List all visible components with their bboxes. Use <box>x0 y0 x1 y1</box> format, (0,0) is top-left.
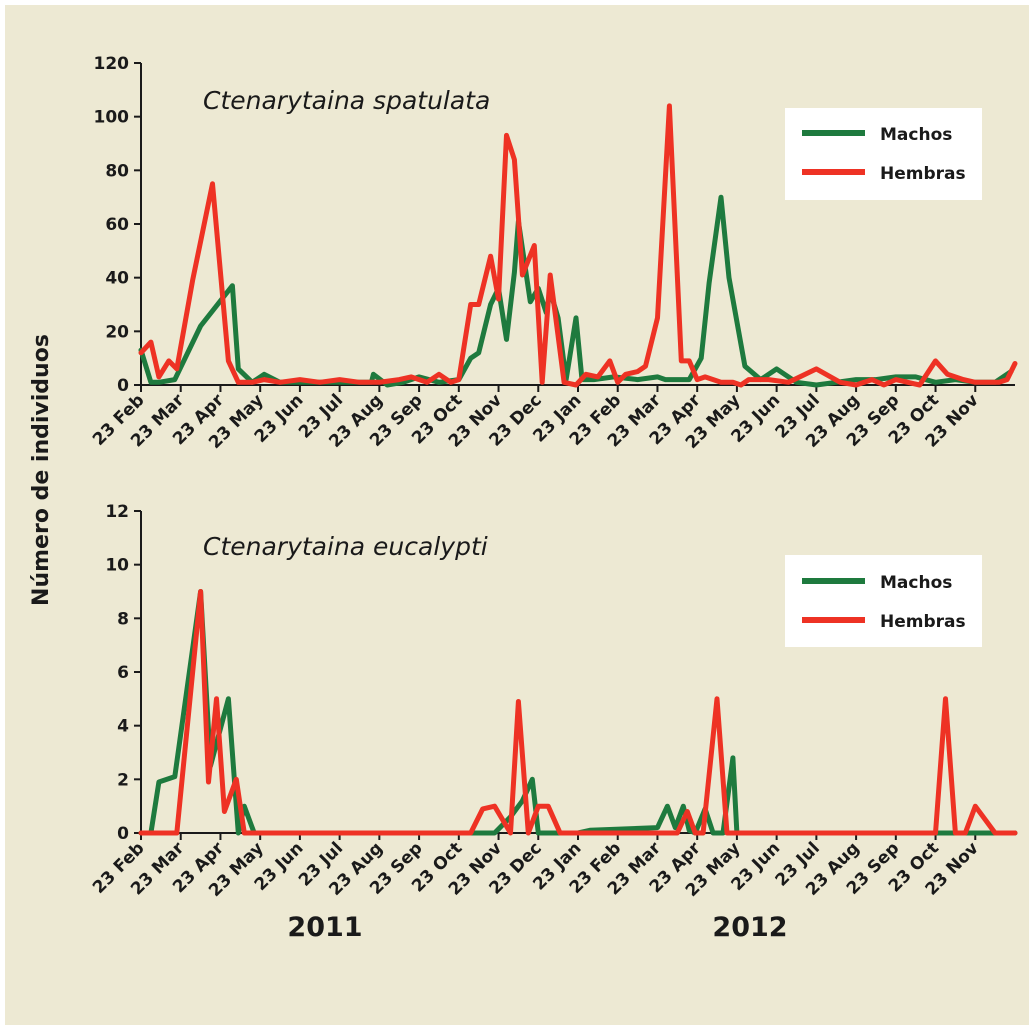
y-tick-label: 6 <box>117 663 129 683</box>
series-line-machos <box>138 194 1014 388</box>
y-tick-label: 0 <box>117 376 129 396</box>
chart-title: Ctenarytaina spatulata <box>203 86 490 115</box>
chart-title: Ctenarytaina eucalypti <box>203 532 488 561</box>
y-tick-label: 80 <box>105 161 129 181</box>
series-line-hembras <box>138 103 1018 388</box>
chart-ctenarytaina-spatulata: Ctenarytaina spatulata 02040608010012023… <box>89 54 1018 453</box>
y-tick-label: 2 <box>117 770 129 790</box>
year-label-2011: 2011 <box>287 912 362 943</box>
y-tick-label: 60 <box>105 215 129 235</box>
y-tick-label: 40 <box>105 269 129 289</box>
y-tick-label: 4 <box>117 717 129 737</box>
legend-label-machos: Machos <box>880 573 952 593</box>
legend-label-machos: Machos <box>880 125 952 145</box>
legend: Machos Hembras <box>785 108 982 200</box>
legend-label-hembras: Hembras <box>880 164 966 184</box>
y-tick-label: 10 <box>105 556 129 576</box>
y-tick-label: 100 <box>94 108 130 128</box>
y-tick-label: 20 <box>105 322 129 342</box>
y-tick-label: 0 <box>117 824 129 844</box>
y-tick-label: 120 <box>94 54 130 74</box>
year-label-2012: 2012 <box>712 912 787 943</box>
legend-box <box>785 108 982 200</box>
y-axis-label: Número de individuos <box>29 334 54 606</box>
series-line-hembras <box>138 589 1018 836</box>
legend-label-hembras: Hembras <box>880 612 966 632</box>
y-tick-label: 8 <box>117 609 129 629</box>
legend-box <box>785 555 982 647</box>
y-tick-label: 12 <box>105 502 129 522</box>
legend: Machos Hembras <box>785 555 982 647</box>
